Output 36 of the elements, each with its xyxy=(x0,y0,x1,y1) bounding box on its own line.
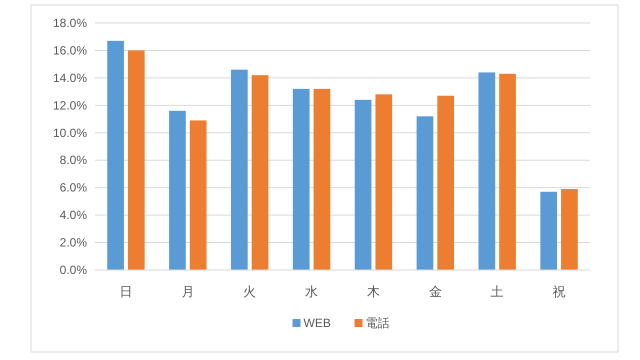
bar xyxy=(499,74,516,270)
x-tick-label: 木 xyxy=(366,284,380,299)
bar xyxy=(190,120,207,270)
y-tick-label: 16.0% xyxy=(52,43,88,58)
x-tick-label: 祝 xyxy=(552,284,566,299)
y-tick-label: 4.0% xyxy=(60,208,88,222)
y-tick-label: 8.0% xyxy=(60,153,88,168)
bar xyxy=(252,75,268,270)
y-tick-label: 12.0% xyxy=(52,98,88,112)
bar xyxy=(128,50,145,270)
bar xyxy=(354,100,372,270)
bar xyxy=(561,189,578,270)
bar xyxy=(416,116,434,270)
x-tick-label: 日 xyxy=(119,284,132,299)
x-tick-label: 水 xyxy=(305,284,318,299)
x-tick-label: 土 xyxy=(490,284,504,299)
bar xyxy=(478,72,496,270)
x-tick-label: 月 xyxy=(181,284,194,299)
bar xyxy=(292,88,310,270)
bar xyxy=(437,96,454,270)
y-tick-label: 10.0% xyxy=(52,126,88,140)
bar xyxy=(375,94,392,270)
y-tick-label: 14.0% xyxy=(52,70,88,85)
legend-label: 電話 xyxy=(366,316,390,330)
bar xyxy=(107,40,124,270)
legend-label: WEB xyxy=(304,316,331,330)
y-tick-label: 2.0% xyxy=(60,236,88,250)
x-tick-label: 火 xyxy=(243,284,256,299)
bar xyxy=(169,110,186,270)
x-tick-label: 金 xyxy=(428,284,442,299)
bar xyxy=(314,88,330,270)
y-tick-label: 0.0% xyxy=(60,263,88,277)
bar xyxy=(540,192,558,270)
bar xyxy=(230,70,248,270)
y-tick-label: 18.0% xyxy=(52,16,88,30)
y-tick-label: 6.0% xyxy=(60,180,88,195)
